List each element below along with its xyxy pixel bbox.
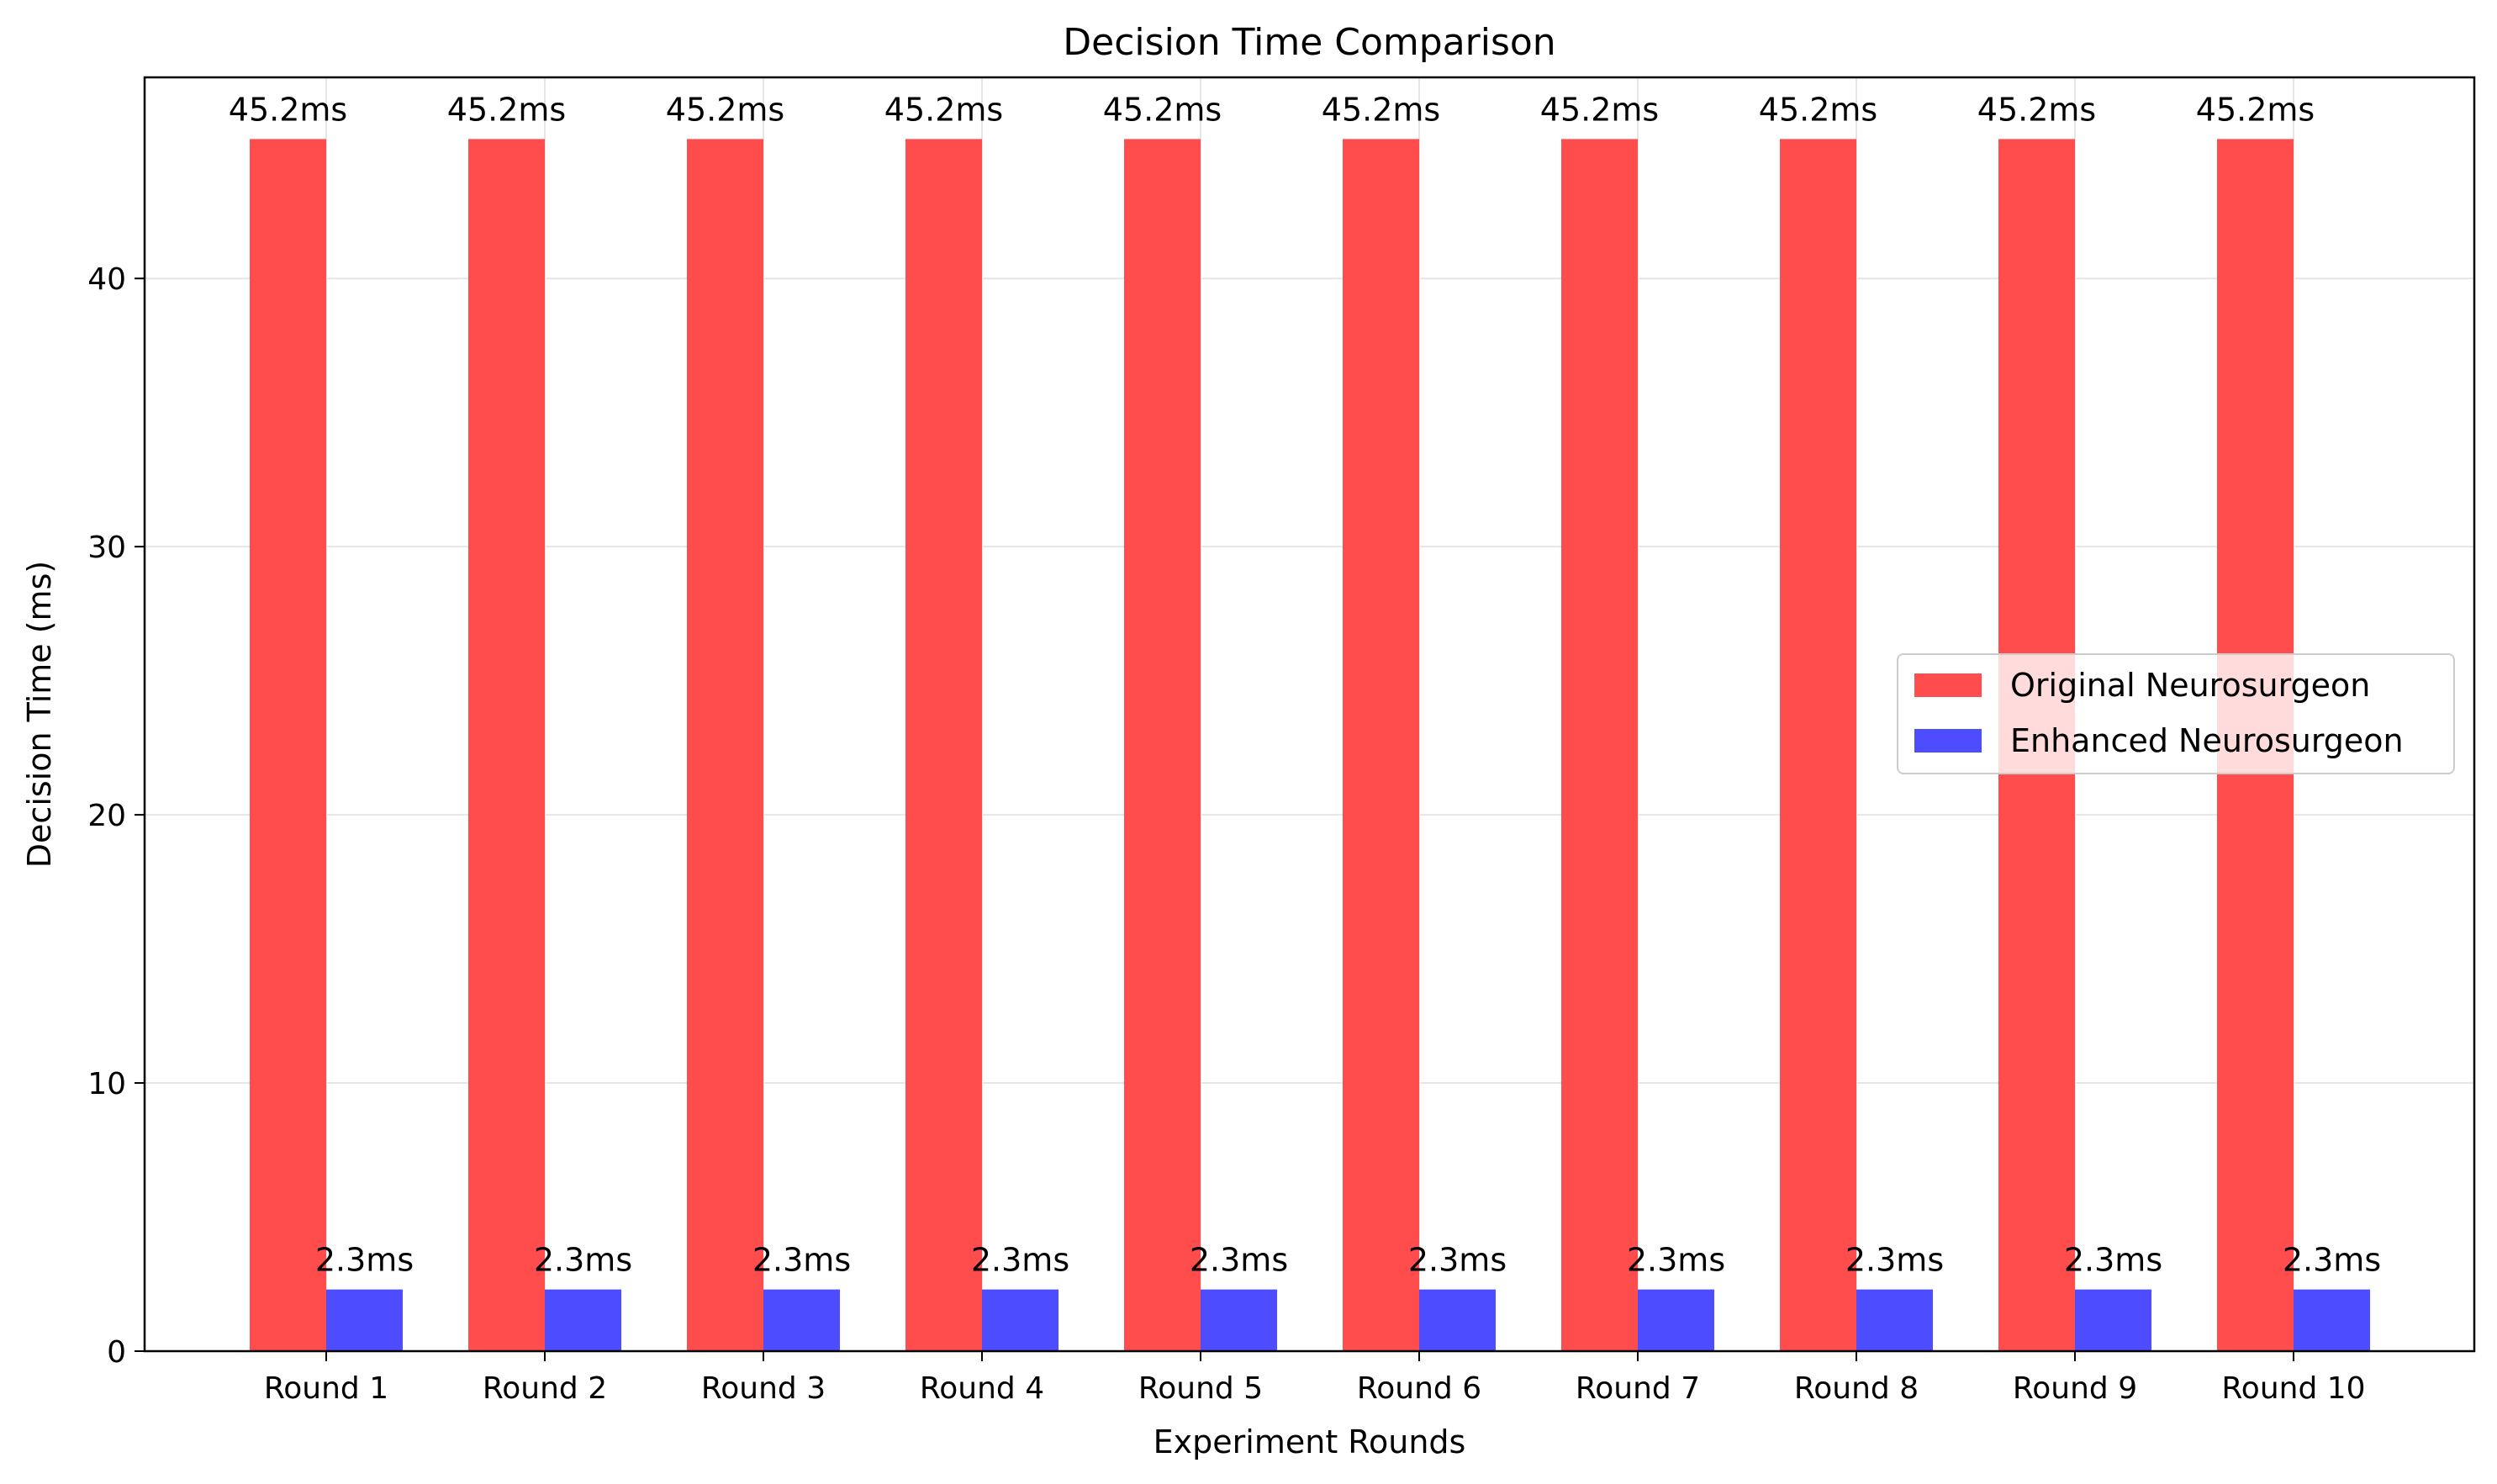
- x-tick-label: Round 3: [701, 1371, 826, 1406]
- legend-swatch-original: [1914, 673, 1982, 697]
- legend-label-enhanced: Enhanced Neurosurgeon: [2010, 722, 2404, 759]
- x-axis: Round 1 Round 2 Round 3 Round 4 Round 5 Round…: [264, 1351, 2366, 1406]
- data-label-enhanced: 2.3ms: [752, 1242, 851, 1279]
- data-label-original: 45.2ms: [447, 91, 566, 128]
- data-label-original: 45.2ms: [229, 91, 347, 128]
- bar-enhanced: [982, 1289, 1058, 1351]
- data-label-original: 45.2ms: [666, 91, 784, 128]
- bar-original: [687, 139, 763, 1351]
- legend-label-original: Original Neurosurgeon: [2010, 667, 2370, 704]
- legend-swatch-enhanced: [1914, 729, 1982, 753]
- y-tick-label: 30: [87, 531, 126, 565]
- y-tick-label: 40: [87, 262, 126, 297]
- data-label-original: 45.2ms: [884, 91, 1003, 128]
- bar-original: [1343, 139, 1419, 1351]
- data-label-enhanced: 2.3ms: [2283, 1242, 2381, 1279]
- x-tick-label: Round 8: [1794, 1371, 1919, 1406]
- x-tick-label: Round 5: [1138, 1371, 1263, 1406]
- bar-enhanced: [1419, 1289, 1496, 1351]
- bar-enhanced: [763, 1289, 840, 1351]
- data-labels: 45.2ms 2.3ms 45.2ms 2.3ms 45.2ms 2.3ms 45.2ms 2…: [229, 91, 2381, 1278]
- data-label-enhanced: 2.3ms: [1408, 1242, 1507, 1279]
- data-label-original: 45.2ms: [1759, 91, 1877, 128]
- data-label-enhanced: 2.3ms: [1190, 1242, 1288, 1279]
- plot-frame: [143, 76, 2476, 1353]
- data-label-original: 45.2ms: [1540, 91, 1659, 128]
- bar-original: [1780, 139, 1856, 1351]
- legend-box: [1897, 653, 2455, 774]
- bar-original: [1124, 139, 1201, 1351]
- data-label-enhanced: 2.3ms: [971, 1242, 1069, 1279]
- y-tick-label: 10: [87, 1067, 126, 1101]
- y-axis: 0 10 20 30 40: [87, 262, 145, 1370]
- data-label-enhanced: 2.3ms: [2064, 1242, 2162, 1279]
- x-tick-label: Round 6: [1357, 1371, 1481, 1406]
- x-tick-label: Round 7: [1576, 1371, 1700, 1406]
- bar-enhanced: [1201, 1289, 1277, 1351]
- y-tick-label: 20: [87, 799, 126, 833]
- x-tick-label: Round 10: [2221, 1371, 2365, 1406]
- x-tick-label: Round 9: [2013, 1371, 2137, 1406]
- data-label-original: 45.2ms: [1103, 91, 1222, 128]
- data-label-enhanced: 2.3ms: [1627, 1242, 1725, 1279]
- y-tick-label: 0: [107, 1335, 126, 1370]
- bars: [250, 139, 2370, 1351]
- bar-original: [468, 139, 545, 1351]
- data-label-original: 45.2ms: [2196, 91, 2315, 128]
- y-axis-title: Decision Time (ms): [21, 561, 58, 868]
- data-label-enhanced: 2.3ms: [1845, 1242, 1944, 1279]
- x-tick-label: Round 1: [264, 1371, 388, 1406]
- chart-title: Decision Time Comparison: [1063, 21, 1555, 64]
- x-axis-title: Experiment Rounds: [1153, 1423, 1466, 1460]
- data-label-original: 45.2ms: [1977, 91, 2096, 128]
- bar-enhanced: [2075, 1289, 2151, 1351]
- bar-enhanced: [1638, 1289, 1714, 1351]
- bar-original: [1561, 139, 1638, 1351]
- bar-original: [250, 139, 326, 1351]
- bar-enhanced: [545, 1289, 621, 1351]
- x-tick-label: Round 4: [920, 1371, 1044, 1406]
- x-tick-label: Round 2: [483, 1371, 607, 1406]
- data-label-original: 45.2ms: [1322, 91, 1440, 128]
- bar-enhanced: [2294, 1289, 2370, 1351]
- data-label-enhanced: 2.3ms: [315, 1242, 414, 1279]
- bar-enhanced: [326, 1289, 403, 1351]
- bar-enhanced: [1856, 1289, 1933, 1351]
- data-label-enhanced: 2.3ms: [534, 1242, 632, 1279]
- legend: Original Neurosurgeon Enhanced Neurosurge…: [1897, 653, 2455, 774]
- bar-original: [905, 139, 982, 1351]
